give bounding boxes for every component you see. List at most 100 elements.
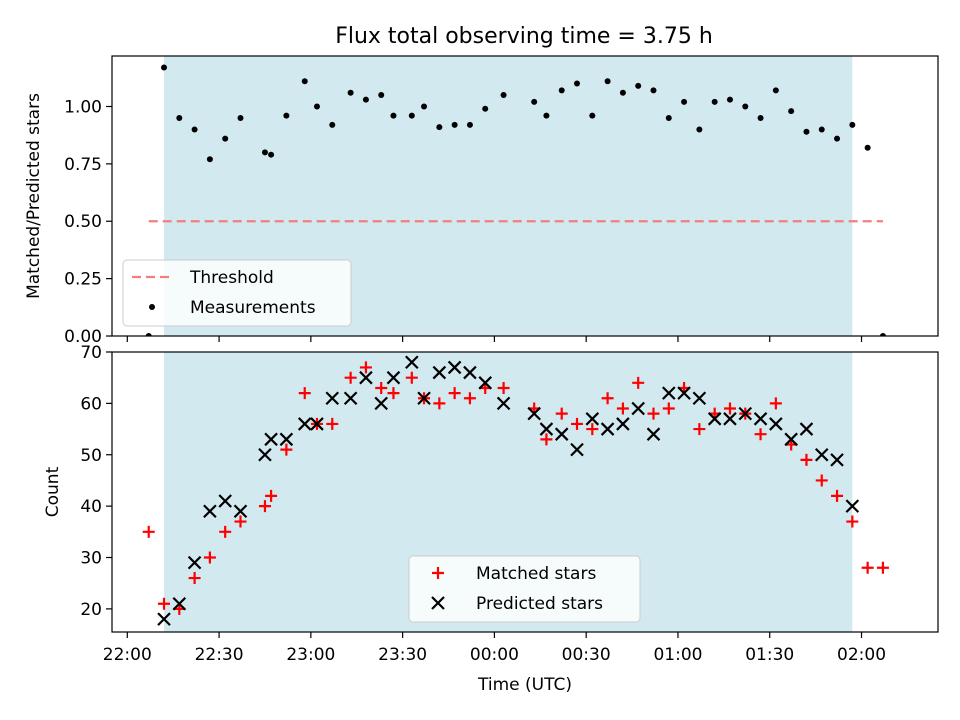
measurement-point: [574, 80, 581, 87]
matched-star-marker: [616, 402, 629, 415]
measurement-point: [421, 103, 428, 110]
axes-frame: [111, 351, 939, 633]
predicted-star-marker: [233, 504, 248, 519]
x-tick-label: 22:00: [103, 645, 152, 665]
matched-star-marker: [405, 371, 418, 384]
matched-star-marker: [433, 397, 446, 410]
measurement-point: [696, 126, 703, 133]
axes-frame: [111, 55, 939, 337]
matched-star-marker: [203, 551, 216, 564]
measurement-point: [531, 98, 538, 105]
predicted-star-marker: [769, 417, 783, 431]
legend-matched-label: Matched stars: [476, 564, 596, 584]
measurement-point: [681, 98, 688, 105]
predicted-star-marker: [554, 427, 569, 441]
measurement-point: [650, 87, 657, 94]
matched-star-marker: [234, 515, 247, 528]
predicted-star-marker: [447, 360, 462, 375]
matched-star-marker: [344, 371, 357, 384]
measurement-point: [222, 135, 229, 142]
predicted-star-marker: [432, 365, 447, 380]
matched-star-marker: [375, 381, 388, 394]
y-tick-label: 1.00: [64, 97, 102, 117]
matched-star-marker: [800, 453, 813, 466]
predicted-star-marker: [585, 412, 600, 426]
predicted-star-marker: [600, 422, 615, 436]
measurement-point: [451, 121, 458, 128]
matched-star-marker: [158, 597, 171, 610]
matched-star-marker: [298, 387, 311, 400]
legend: Matched stars Predicted stars: [408, 555, 641, 623]
y-axis-label: Count: [43, 466, 63, 517]
predicted-star-marker: [692, 391, 707, 406]
y-tick-label: 0.75: [64, 155, 102, 175]
predicted-star-marker: [784, 432, 798, 447]
predicted-star-marker: [264, 432, 278, 447]
measurement-point: [803, 128, 810, 135]
measurement-point: [834, 135, 841, 142]
plot-area: [142, 355, 889, 626]
measurement-point: [711, 98, 718, 105]
matched-star-marker: [693, 423, 706, 436]
legend-measurement-label: Measurements: [190, 298, 316, 318]
matched-star-marker: [540, 433, 553, 446]
measurement-point: [145, 333, 152, 336]
measurement-point: [543, 112, 550, 119]
measurement-point: [161, 64, 168, 71]
measurement-point: [362, 96, 369, 103]
y-tick-label: 30: [80, 549, 102, 569]
measurement-point: [772, 87, 779, 94]
matched-star-marker: [662, 402, 675, 415]
x-tick-label: 22:30: [195, 645, 244, 665]
matched-star-marker: [723, 402, 736, 415]
measurement-point: [665, 114, 672, 121]
matched-star-marker: [188, 572, 201, 585]
matched-star-marker: [219, 525, 232, 538]
measurement-point: [237, 114, 244, 121]
predicted-star-marker: [157, 612, 171, 626]
matched-star-marker: [555, 407, 568, 420]
matched-star-marker: [815, 474, 828, 487]
y-tick-label: 0.25: [64, 270, 102, 290]
predicted-star-marker: [187, 555, 202, 570]
measurement-point: [879, 333, 886, 336]
measurement-point: [261, 149, 268, 156]
matched-star-marker: [846, 515, 859, 528]
y-tick-label: 0.00: [64, 327, 102, 347]
measurement-point: [849, 121, 856, 128]
matched-star-marker: [359, 361, 372, 374]
measurement-point: [329, 121, 336, 128]
matched-star-marker: [831, 489, 844, 502]
measurement-point: [635, 82, 642, 89]
predicted-star-marker: [662, 386, 676, 400]
predicted-star-marker: [616, 417, 630, 431]
measurement-point: [436, 124, 443, 131]
measurement-point: [482, 105, 489, 112]
predicted-star-marker: [496, 396, 511, 411]
matched-star-marker: [586, 423, 599, 436]
legend: Threshold Measurements: [122, 259, 352, 327]
predicted-star-marker: [279, 432, 294, 447]
plot-area: [145, 64, 886, 336]
legend-box: [122, 259, 352, 327]
predicted-star-marker: [539, 422, 554, 436]
predicted-star-marker: [814, 447, 829, 462]
predicted-star-marker: [738, 406, 753, 421]
measurement-point: [589, 112, 596, 119]
matched-star-marker: [326, 417, 339, 430]
legend-matched-swatch: [432, 567, 444, 579]
predicted-star-marker: [343, 391, 358, 406]
y-tick-label: 20: [80, 600, 102, 620]
matched-star-marker: [463, 392, 476, 405]
predicted-star-marker: [417, 391, 431, 406]
measurement-point: [788, 108, 795, 115]
matched-star-marker: [387, 387, 400, 400]
top-ratio-plot: 0.00 0.25 0.50 0.75 1.00 Matched/Predicted st…: [24, 55, 939, 347]
predicted-star-marker: [297, 417, 312, 431]
predicted-star-marker: [845, 499, 860, 513]
matched-star-marker: [497, 381, 510, 394]
y-tick-label: 0.50: [64, 212, 102, 232]
measurement-point: [558, 87, 565, 94]
measurement-point: [818, 126, 825, 133]
